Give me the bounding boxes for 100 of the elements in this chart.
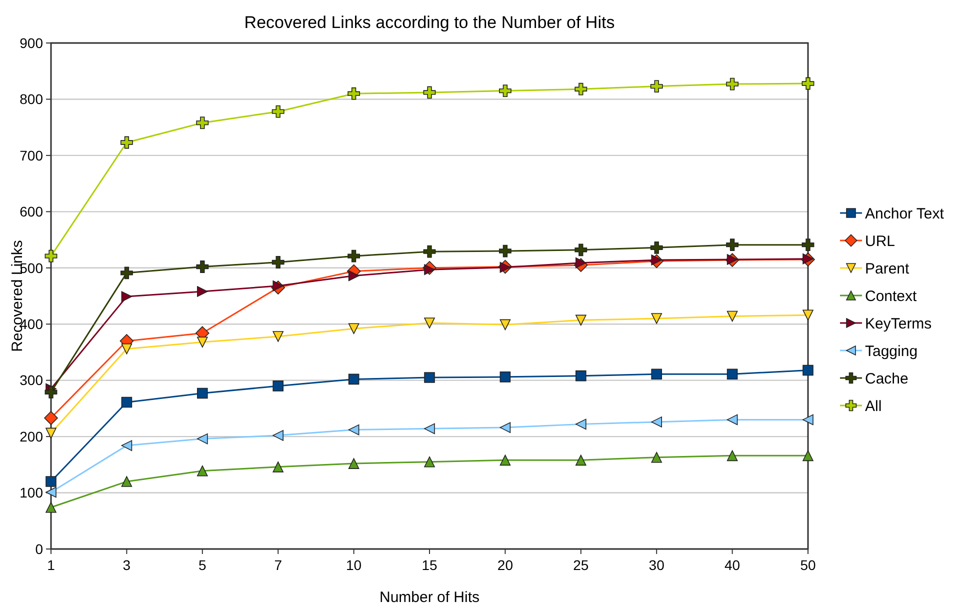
x-tick-label: 50 bbox=[800, 557, 816, 573]
point bbox=[121, 396, 132, 408]
legend-label: Parent bbox=[865, 260, 910, 278]
legend-label: KeyTerms bbox=[865, 315, 932, 332]
point bbox=[726, 310, 738, 322]
point bbox=[576, 454, 586, 466]
y-tick-label: 900 bbox=[20, 34, 44, 51]
point bbox=[576, 314, 586, 326]
point bbox=[576, 257, 586, 268]
point bbox=[272, 105, 284, 118]
point bbox=[500, 319, 511, 330]
x-tick-label: 10 bbox=[346, 557, 362, 573]
point bbox=[46, 476, 56, 487]
point bbox=[802, 77, 814, 90]
point bbox=[574, 82, 588, 96]
point bbox=[272, 331, 284, 342]
point bbox=[726, 78, 739, 90]
x-tick-label: 20 bbox=[497, 557, 514, 573]
x-axis-title: Number of Hits bbox=[379, 589, 480, 606]
point bbox=[120, 136, 133, 149]
point bbox=[272, 256, 284, 268]
legend-label: Context bbox=[865, 288, 918, 305]
point bbox=[348, 374, 360, 385]
point bbox=[197, 433, 208, 444]
point bbox=[348, 270, 360, 282]
point bbox=[651, 452, 662, 463]
y-tick-label: 200 bbox=[20, 428, 44, 444]
point bbox=[574, 244, 588, 256]
point bbox=[348, 87, 360, 100]
point bbox=[44, 250, 58, 262]
point bbox=[726, 450, 738, 462]
point bbox=[651, 313, 662, 324]
point bbox=[121, 476, 132, 487]
point bbox=[46, 428, 56, 439]
point bbox=[424, 372, 435, 383]
point bbox=[500, 422, 511, 433]
point bbox=[424, 423, 435, 434]
point bbox=[348, 250, 360, 262]
point bbox=[726, 414, 738, 426]
point bbox=[272, 462, 284, 472]
legend-label: Cache bbox=[865, 370, 908, 388]
point bbox=[196, 260, 209, 273]
point bbox=[121, 440, 132, 451]
point bbox=[500, 372, 511, 382]
point bbox=[726, 368, 738, 380]
point bbox=[44, 386, 58, 398]
legend-label: Tagging bbox=[865, 342, 918, 360]
x-tick-label: 3 bbox=[122, 557, 131, 573]
x-tick-label: 30 bbox=[648, 557, 665, 573]
point bbox=[348, 424, 360, 436]
point bbox=[423, 245, 436, 258]
point bbox=[121, 291, 132, 302]
point bbox=[46, 502, 56, 513]
legend-label: All bbox=[865, 398, 882, 415]
point bbox=[651, 368, 662, 380]
point bbox=[348, 458, 360, 469]
point bbox=[500, 454, 511, 466]
point bbox=[802, 310, 814, 321]
point bbox=[802, 450, 814, 462]
point bbox=[424, 456, 435, 468]
point bbox=[802, 414, 814, 426]
point bbox=[120, 266, 133, 280]
y-tick-label: 100 bbox=[20, 484, 44, 501]
point bbox=[272, 380, 284, 392]
point bbox=[498, 244, 512, 258]
y-tick-label: 300 bbox=[20, 372, 44, 388]
point bbox=[650, 241, 663, 254]
point bbox=[576, 418, 586, 430]
y-tick-label: 600 bbox=[20, 204, 44, 220]
point bbox=[424, 318, 435, 328]
chart-title: Recovered Links according to the Number of Hits bbox=[244, 13, 615, 32]
point bbox=[802, 238, 814, 252]
point bbox=[197, 465, 208, 476]
point bbox=[498, 84, 512, 97]
point bbox=[576, 370, 586, 382]
y-tick-label: 700 bbox=[20, 147, 44, 164]
point bbox=[46, 486, 56, 498]
point bbox=[348, 323, 360, 334]
point bbox=[44, 411, 58, 425]
legend-label: Anchor Text bbox=[865, 205, 945, 222]
x-tick-label: 25 bbox=[573, 557, 589, 573]
y-tick-label: 0 bbox=[35, 540, 44, 557]
point bbox=[650, 80, 663, 92]
point bbox=[196, 116, 209, 130]
point bbox=[802, 364, 814, 376]
point bbox=[197, 286, 208, 297]
point bbox=[423, 86, 436, 99]
x-tick-label: 15 bbox=[422, 557, 438, 573]
x-tick-label: 40 bbox=[724, 557, 740, 573]
point bbox=[197, 388, 208, 399]
y-tick-label: 800 bbox=[20, 91, 44, 108]
x-tick-label: 1 bbox=[47, 557, 56, 573]
point bbox=[651, 416, 662, 428]
x-tick-label: 5 bbox=[198, 557, 206, 573]
point bbox=[272, 430, 284, 441]
point bbox=[726, 238, 739, 252]
point bbox=[272, 280, 284, 292]
legend-label: URL bbox=[865, 232, 896, 250]
x-tick-label: 7 bbox=[274, 557, 282, 573]
point bbox=[197, 336, 208, 348]
